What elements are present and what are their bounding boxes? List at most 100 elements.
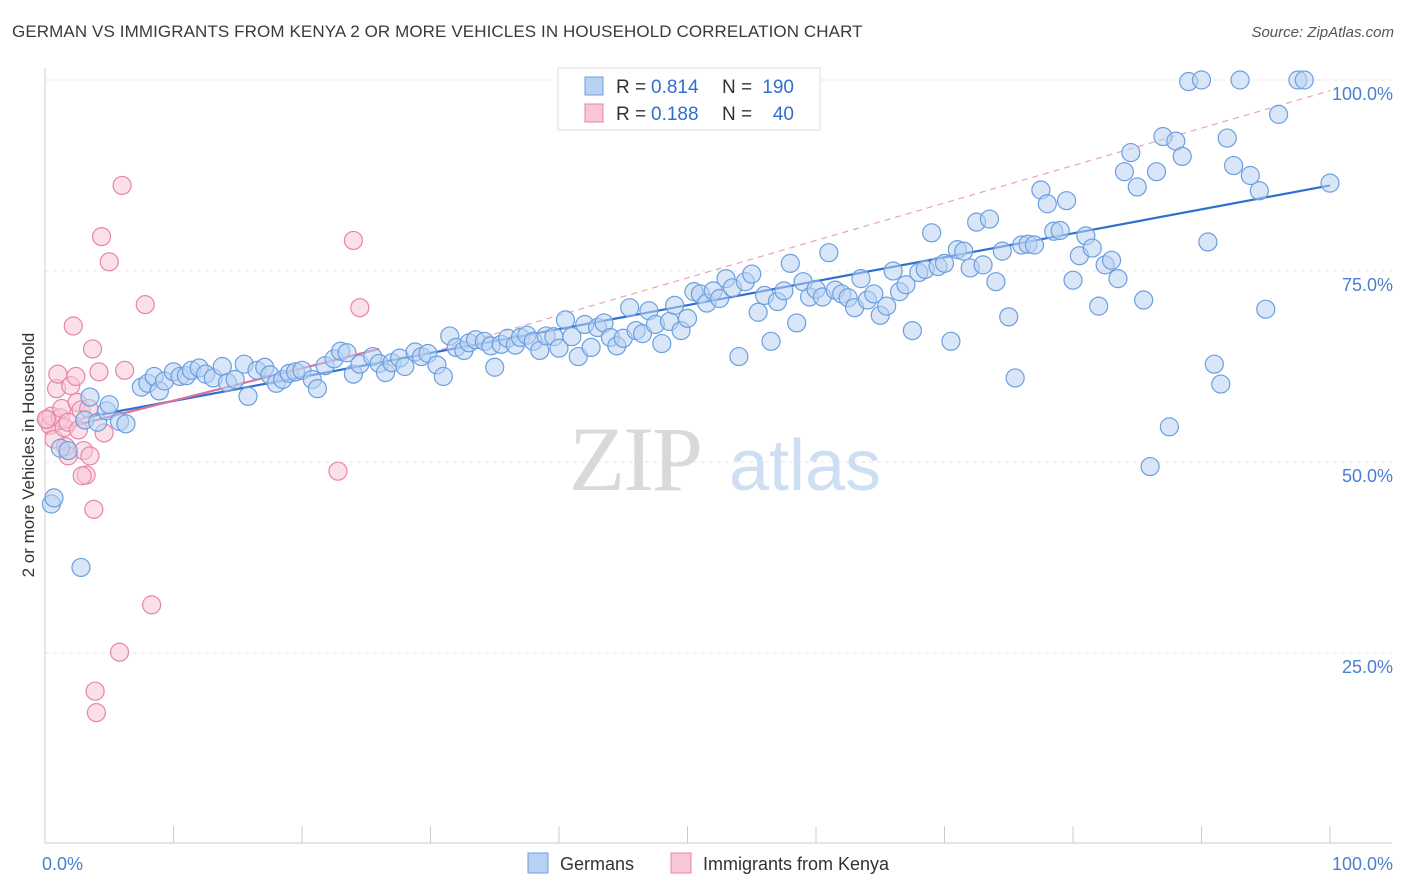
data-point	[1294, 70, 1314, 90]
data-point	[710, 288, 730, 309]
data-point	[1268, 104, 1289, 124]
data-point	[1230, 70, 1250, 90]
data-point	[1101, 250, 1122, 270]
data-point	[1204, 354, 1224, 374]
legend-r-label: R =	[616, 77, 646, 98]
data-point	[343, 230, 363, 251]
data-point	[84, 499, 104, 519]
data-point	[819, 243, 839, 263]
data-point	[774, 281, 794, 301]
legend-n-label: N =	[722, 77, 752, 98]
data-point	[1127, 177, 1147, 197]
data-point	[1191, 70, 1212, 90]
data-point	[99, 252, 119, 272]
data-point	[225, 369, 245, 390]
y-tick-label: 75.0%	[1342, 275, 1393, 295]
tick-labels: 25.0% 50.0% 75.0% 100.0% 0.0% 100.0%	[42, 84, 1393, 874]
data-point	[555, 310, 576, 330]
data-point	[71, 557, 91, 578]
data-point	[44, 488, 64, 508]
watermark-zip: ZIP	[569, 408, 701, 510]
data-point	[851, 269, 871, 289]
data-point	[1005, 368, 1025, 388]
data-point	[337, 343, 357, 363]
data-point	[1224, 155, 1244, 176]
data-point	[780, 253, 800, 273]
data-point	[992, 241, 1012, 261]
data-point	[238, 386, 258, 406]
data-point	[1050, 220, 1070, 241]
data-point	[85, 681, 105, 701]
data-point	[433, 366, 453, 387]
data-point	[116, 414, 136, 434]
data-point	[1320, 173, 1340, 193]
legend-r-value: 0.814	[651, 77, 699, 98]
legend-swatch	[670, 852, 692, 874]
data-point	[979, 209, 1000, 229]
data-point	[1082, 238, 1102, 258]
watermark: ZIP atlas	[569, 408, 881, 510]
data-point	[1249, 181, 1269, 201]
data-points	[36, 70, 1340, 723]
data-point	[1159, 417, 1179, 437]
data-point	[1037, 194, 1057, 214]
data-point	[934, 253, 955, 273]
data-point	[883, 261, 903, 281]
data-point	[1172, 146, 1192, 166]
data-point	[1108, 269, 1128, 289]
data-point	[902, 320, 922, 341]
data-point	[1140, 456, 1160, 477]
data-point	[109, 642, 130, 662]
data-point	[954, 241, 974, 261]
watermark-atlas: atlas	[729, 426, 881, 506]
source-label: Source: ZipAtlas.com	[1251, 24, 1394, 41]
data-point	[395, 356, 415, 377]
trend-extension-dashed	[430, 90, 1331, 354]
data-point	[677, 308, 698, 328]
y-tick-label: 100.0%	[1332, 84, 1393, 104]
y-tick-label: 50.0%	[1342, 466, 1393, 486]
data-point	[99, 395, 119, 415]
data-point	[1217, 128, 1237, 148]
data-point	[1024, 235, 1045, 255]
data-point	[1198, 232, 1218, 252]
y-axis-label: 2 or more Vehicles in Household	[19, 333, 38, 578]
x-tick-label: 0.0%	[42, 854, 83, 874]
data-point	[36, 409, 56, 429]
legend-swatch	[527, 852, 549, 874]
data-point	[1256, 299, 1276, 319]
data-point	[307, 379, 328, 399]
legend-n-label: N =	[722, 104, 752, 125]
data-point	[652, 333, 672, 354]
data-point	[922, 223, 942, 243]
data-point	[665, 295, 685, 315]
legend-swatch	[584, 103, 604, 123]
data-point	[1240, 165, 1260, 186]
data-point	[80, 446, 100, 466]
data-point	[89, 362, 109, 382]
data-point	[72, 466, 92, 486]
data-point	[742, 264, 762, 284]
chart-title: GERMAN VS IMMIGRANTS FROM KENYA 2 OR MOR…	[12, 22, 863, 41]
x-tick-label: 100.0%	[1332, 854, 1393, 874]
data-point	[58, 440, 78, 461]
legend-series-name: Immigrants from Kenya	[703, 854, 890, 874]
legend-series-name: Germans	[560, 854, 634, 874]
legend-n-value: 40	[773, 104, 794, 125]
data-point	[80, 387, 100, 407]
data-point	[973, 255, 993, 275]
data-point	[86, 702, 107, 723]
legend-swatch	[584, 76, 604, 96]
data-point	[1063, 270, 1083, 290]
data-point	[135, 295, 155, 315]
data-point	[562, 327, 582, 347]
data-point	[581, 337, 601, 357]
legend-r-label: R =	[616, 104, 646, 125]
data-point	[82, 339, 103, 359]
legend-n-value: 190	[762, 77, 794, 98]
data-point	[350, 298, 370, 318]
data-point	[1146, 162, 1167, 182]
data-point	[864, 284, 884, 304]
series-germans	[41, 70, 1340, 578]
